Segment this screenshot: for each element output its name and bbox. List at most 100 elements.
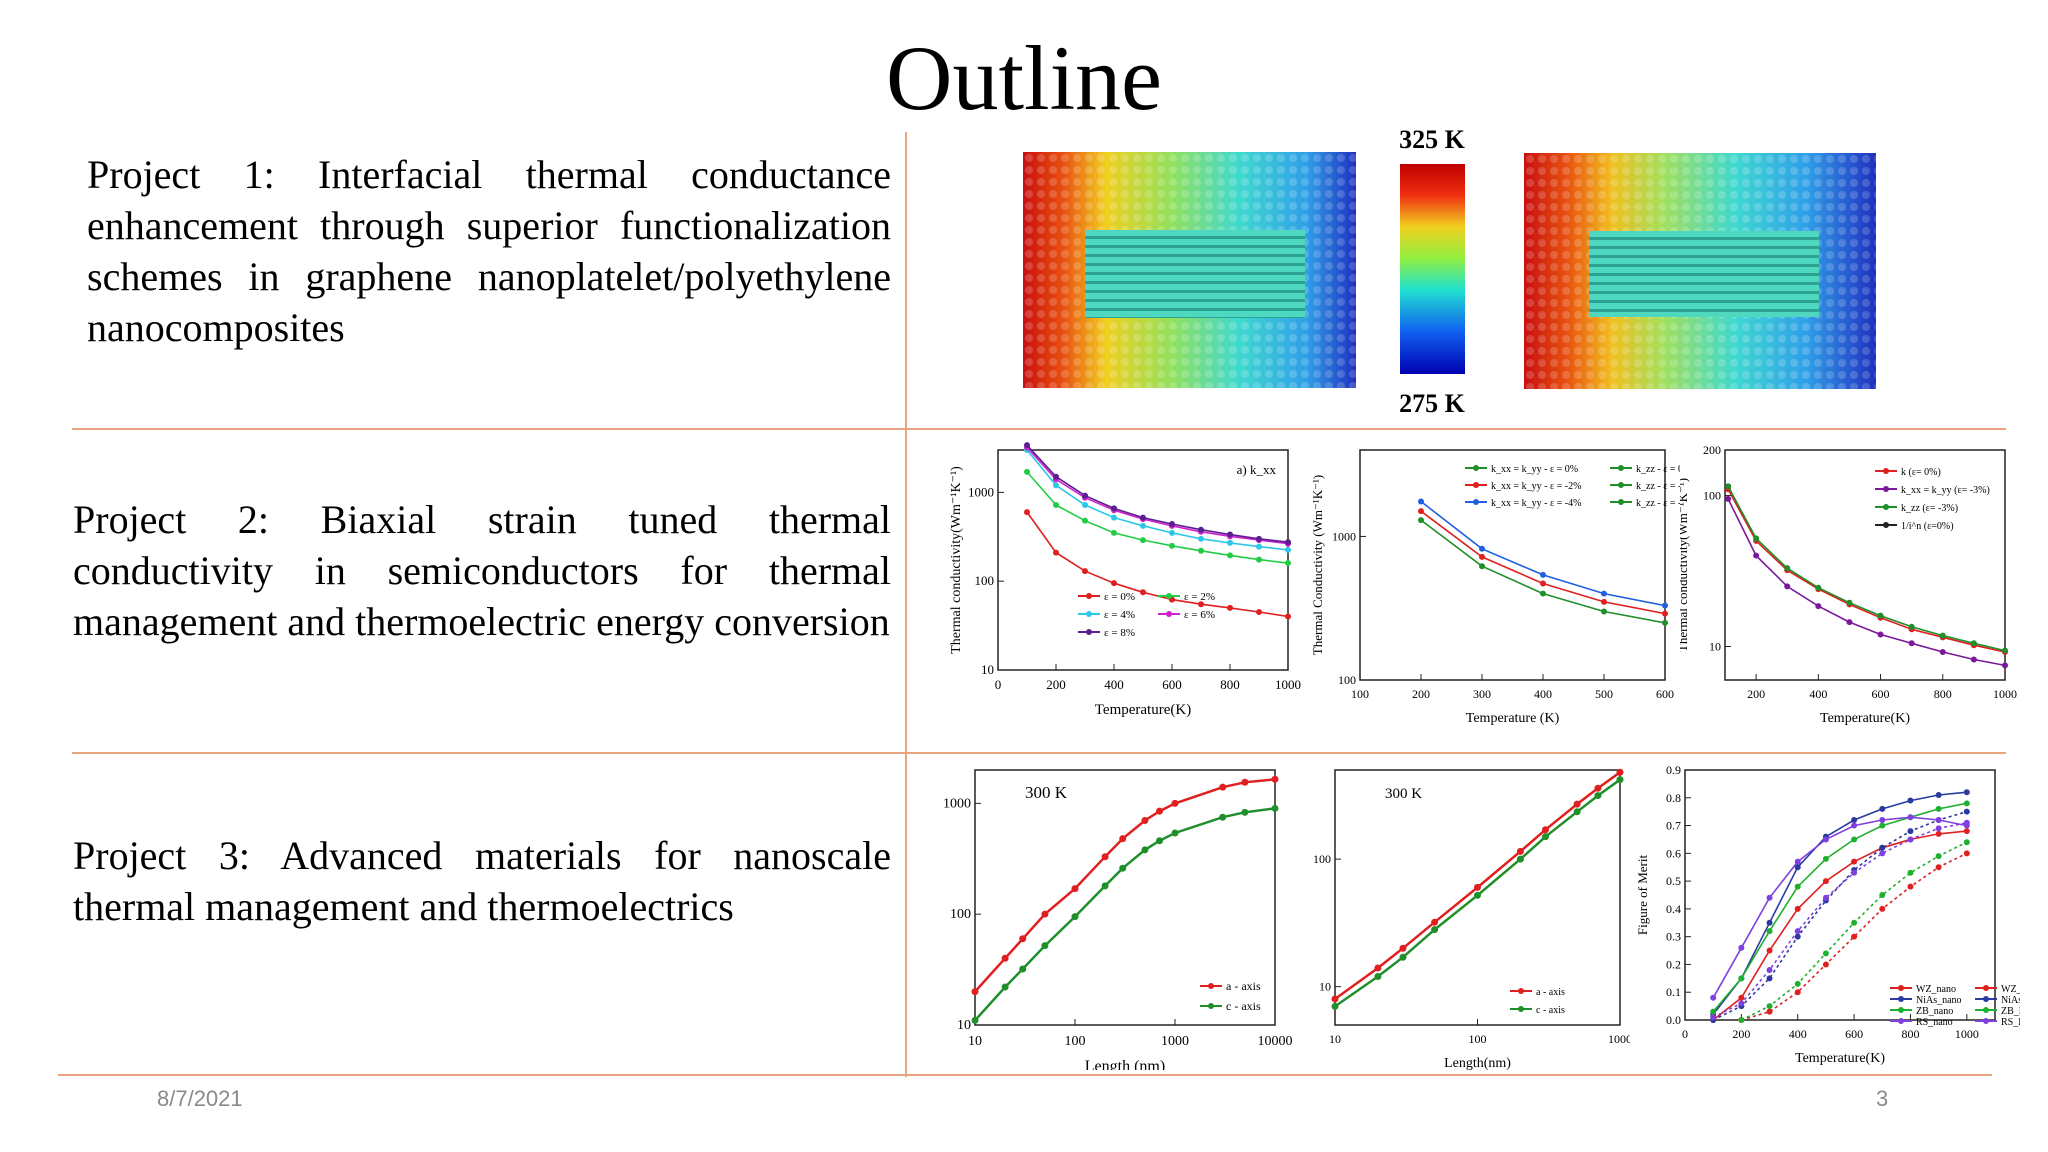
data-point (1794, 989, 1801, 996)
data-point (1935, 864, 1942, 871)
legend-label: a - axis (1536, 987, 1565, 998)
data-point (1907, 883, 1914, 890)
footer-page-number: 3 (1876, 1086, 1889, 1111)
data-point (2002, 647, 2008, 654)
legend-marker (1983, 1018, 1989, 1024)
x-tick-label: 0 (995, 677, 1002, 692)
data-point (1594, 784, 1602, 792)
x-axis-label: Length(nm) (1444, 1056, 1511, 1070)
legend-label: k_zz (ε= -3%) (1901, 503, 1958, 514)
y-tick-label: 10 (1709, 639, 1721, 653)
x-tick-label: 200 (1747, 687, 1765, 701)
legend-label: RS_Bulk (2001, 1017, 2020, 1028)
data-point (1001, 983, 1009, 991)
data-point (1399, 944, 1407, 952)
data-point (1822, 894, 1829, 901)
data-point (1794, 933, 1801, 940)
legend-label: c - axis (1536, 1005, 1565, 1016)
data-point (1119, 835, 1127, 843)
data-point (1171, 829, 1179, 837)
x-tick-label: 10000 (1258, 1034, 1293, 1049)
legend-marker (1166, 611, 1172, 617)
data-point (1271, 775, 1279, 783)
data-point (1616, 768, 1624, 776)
data-point (1256, 556, 1262, 563)
data-point (1140, 589, 1146, 596)
colorbar-gradient (1400, 164, 1465, 374)
legend-marker (1618, 482, 1624, 488)
data-point (1111, 505, 1117, 512)
data-point (1573, 808, 1581, 816)
legend-label: ε = 2% (1184, 591, 1215, 603)
data-point (1285, 539, 1291, 546)
legend-label: k_zz - ε = 0% (1636, 464, 1680, 475)
row-divider-1 (72, 428, 2006, 430)
data-point (1908, 640, 1915, 647)
y-tick-label: 100 (975, 573, 995, 588)
plot-frame (1684, 769, 1996, 1021)
project-3-text: Project 3: Advanced materials for nanosc… (73, 833, 891, 929)
data-point (1101, 853, 1109, 861)
data-point (1879, 822, 1886, 829)
data-point (1082, 568, 1088, 575)
x-tick-label: 500 (1595, 687, 1613, 701)
x-tick-label: 0 (1682, 1027, 1688, 1041)
y-tick-label: 0.9 (1666, 763, 1681, 777)
data-point (1877, 631, 1884, 638)
legend-label: ε = 0% (1104, 591, 1135, 603)
data-point (1071, 885, 1079, 893)
y-axis-label: Figure of Merit (1635, 855, 1650, 936)
data-point (1082, 492, 1088, 499)
y-tick-label: 100 (950, 907, 971, 922)
data-point (1156, 807, 1164, 815)
legend-label: ZB_nano (1916, 1006, 1953, 1017)
data-point (1851, 869, 1858, 876)
legend-marker (1898, 985, 1904, 991)
x-tick-label: 600 (1162, 677, 1182, 692)
data-point (1766, 919, 1773, 926)
data-point (1101, 882, 1109, 890)
data-point (1753, 552, 1760, 559)
data-point (2002, 662, 2008, 669)
data-point (1907, 828, 1914, 835)
x-tick-label: 1000 (1955, 1027, 1979, 1041)
x-tick-label: 400 (1104, 677, 1124, 692)
data-point (1851, 836, 1858, 843)
y-tick-label: 0.3 (1666, 930, 1681, 944)
data-point (1784, 565, 1791, 572)
data-point (1879, 892, 1886, 898)
data-point (1794, 864, 1801, 871)
data-point (1418, 498, 1424, 505)
x-tick-label: 400 (1789, 1027, 1807, 1041)
data-point (1019, 965, 1027, 973)
data-point (1908, 623, 1915, 630)
legend-marker (1883, 486, 1889, 492)
series-line (1712, 816, 1967, 999)
legend-label: RS_nano (1916, 1017, 1953, 1028)
data-point (1418, 517, 1424, 524)
legend-marker (1086, 629, 1092, 635)
data-point (1140, 514, 1146, 521)
legend-label: ZB_Bulk (2001, 1006, 2020, 1017)
data-point (1879, 817, 1886, 823)
data-point (1331, 1002, 1339, 1010)
data-point (1710, 1014, 1717, 1021)
series-line (1026, 444, 1289, 543)
legend-label: a - axis (1226, 979, 1261, 993)
legend-marker (1983, 1007, 1989, 1013)
legend-label: k_xx = k_yy - ε = -4% (1491, 498, 1581, 509)
y-axis-label: Thermal conductivity(Wm⁻¹K⁻¹) (1680, 478, 1690, 652)
data-point (1156, 837, 1164, 845)
data-point (1227, 552, 1233, 559)
data-point (1431, 926, 1439, 934)
data-point (1963, 850, 1970, 857)
x-tick-label: 600 (1656, 687, 1674, 701)
data-point (1479, 563, 1485, 570)
data-point (1271, 804, 1279, 812)
data-point (1285, 546, 1291, 553)
data-point (1766, 894, 1773, 901)
y-tick-label: 200 (1703, 443, 1721, 457)
data-point (1794, 980, 1801, 987)
series-line (1026, 511, 1289, 618)
chart-figure-of-merit: 0 200 400 600 800 1000 0.0 0.1 0.2 0.3 0.4 0.5 0.6 0.… (1635, 763, 2020, 1066)
